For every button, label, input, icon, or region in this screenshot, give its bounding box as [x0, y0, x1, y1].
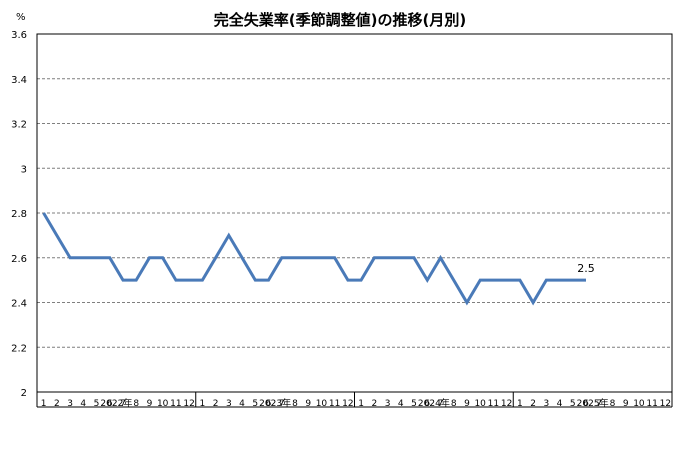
x-tick-label: 8	[133, 399, 139, 409]
x-tick-label: 6	[107, 399, 113, 409]
x-tick-label: 1	[199, 399, 205, 409]
x-tick-label: 4	[80, 399, 86, 409]
x-tick-label: 5	[411, 399, 417, 409]
x-tick-label: 2	[54, 399, 60, 409]
x-tick-label: 5	[94, 399, 100, 409]
year-label: 2022年	[100, 397, 132, 409]
data-label: 2.5	[577, 262, 595, 275]
y-tick-label: 2	[21, 388, 27, 399]
x-tick-label: 3	[543, 399, 549, 409]
x-tick-label: 9	[305, 399, 311, 409]
x-tick-label: 3	[385, 399, 391, 409]
x-tick-label: 11	[329, 399, 340, 409]
x-tick-label: 5	[252, 399, 258, 409]
x-tick-label: 5	[570, 399, 576, 409]
x-tick-label: 4	[398, 399, 404, 409]
x-tick-label: 4	[239, 399, 245, 409]
series-line-group	[42, 212, 586, 306]
x-tick-label: 7	[438, 399, 444, 409]
y-tick-label: 3.4	[11, 75, 27, 86]
x-tick-label: 6	[424, 399, 430, 409]
x-tick-label: 4	[557, 399, 563, 409]
y-tick-label: 3	[21, 164, 27, 175]
x-tick-label: 12	[501, 399, 512, 409]
x-tick-label: 8	[292, 399, 298, 409]
year-label: 2025年	[577, 397, 609, 409]
y-tick-label: 2.4	[11, 299, 27, 310]
y-tick-labels: 2 2.2 2.4 2.6 2.8 3 3.2 3.4 3.6	[11, 30, 27, 399]
y-tick-label: 3.6	[11, 30, 27, 41]
x-tick-label: 12	[342, 399, 353, 409]
chart-title: 完全失業率(季節調整値)の推移(月別)	[214, 11, 466, 29]
x-tick-label: 6	[583, 399, 589, 409]
x-tick-label: 10	[316, 399, 328, 409]
x-tick-label: 11	[488, 399, 499, 409]
x-tick-label: 3	[67, 399, 73, 409]
y-tick-label: 2.2	[11, 343, 27, 354]
x-tick-labels: 1 2 3 4 5 6 7 8 9 10 11 12 1 2 3 4 5 6 7 8 9 10 11 12 1 2 3 4 5 6 7 8 9 1…	[41, 399, 671, 409]
y-tick-label: 2.6	[11, 254, 27, 265]
x-tick-label: 12	[183, 399, 194, 409]
x-tick-label: 2	[213, 399, 219, 409]
x-tick-label: 8	[610, 399, 616, 409]
x-tick-label: 8	[451, 399, 457, 409]
x-tick-label: 6	[266, 399, 272, 409]
x-tick-label: 1	[517, 399, 523, 409]
x-tick-label: 1	[41, 399, 47, 409]
x-tick-label: 7	[120, 399, 126, 409]
axis-frame	[36, 33, 673, 408]
x-tick-label: 10	[633, 399, 645, 409]
data-labels: 2.5	[577, 262, 595, 275]
x-tick-label: 1	[358, 399, 364, 409]
x-tick-label: 12	[660, 399, 671, 409]
x-tick-label: 10	[474, 399, 486, 409]
x-tick-label: 11	[170, 399, 181, 409]
year-label: 2023年	[259, 397, 291, 409]
x-tick-label: 11	[646, 399, 657, 409]
y-tick-label: 2.8	[11, 209, 27, 220]
x-tick-label: 10	[157, 399, 169, 409]
grid-lines	[37, 78, 672, 348]
series-line	[42, 212, 586, 306]
y-tick-label: 3.2	[11, 120, 27, 131]
x-tick-label: 9	[464, 399, 470, 409]
x-tick-label: 9	[147, 399, 153, 409]
year-labels: 2022年 2023年 2024年 2025年	[100, 397, 608, 409]
x-tick-label: 2	[530, 399, 536, 409]
x-tick-label: 7	[596, 399, 602, 409]
x-tick-label: 3	[226, 399, 232, 409]
y-axis-unit: %	[16, 12, 26, 23]
year-label: 2024年	[418, 397, 450, 409]
x-tick-label: 7	[279, 399, 285, 409]
x-tick-label: 2	[371, 399, 377, 409]
x-tick-label: 9	[623, 399, 629, 409]
